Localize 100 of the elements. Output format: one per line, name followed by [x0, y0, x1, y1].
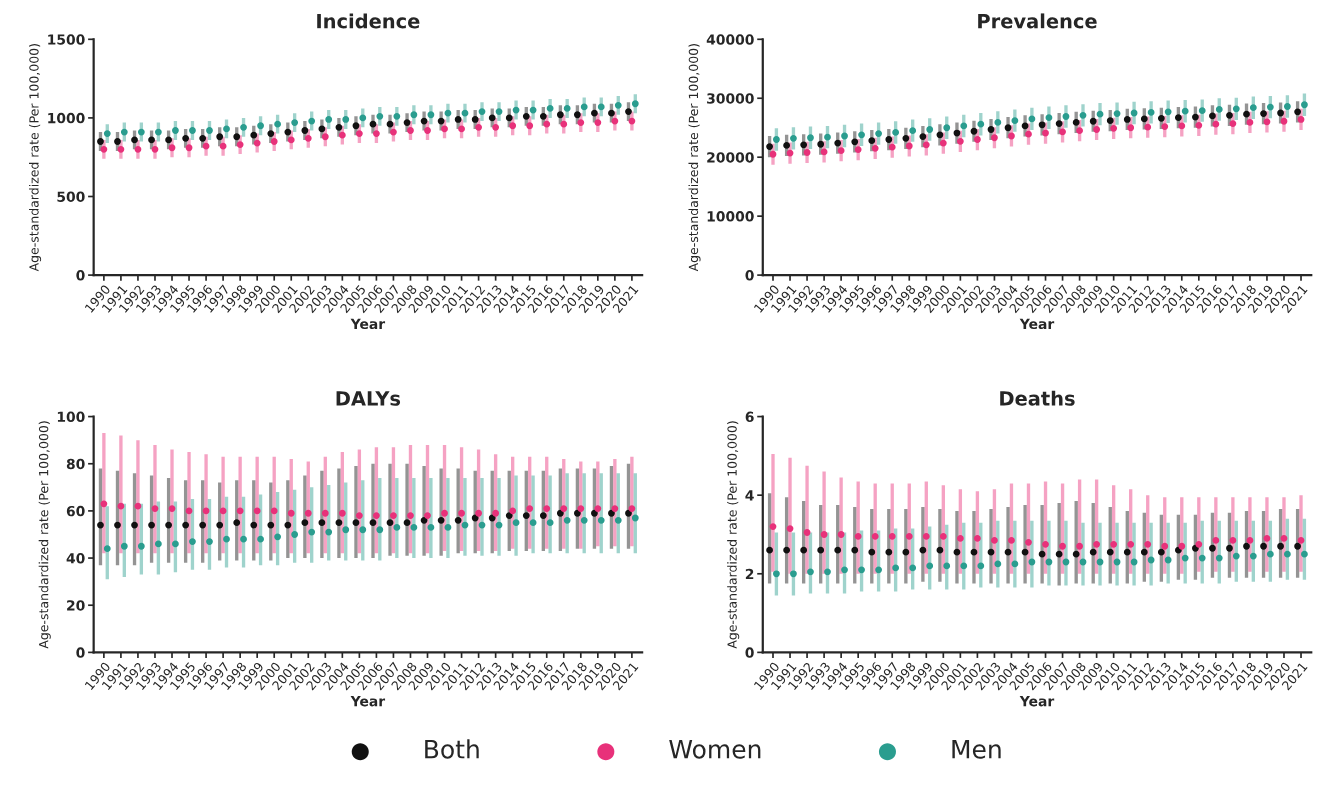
point: [168, 505, 176, 512]
point: [355, 512, 363, 520]
point: [888, 143, 896, 151]
point: [1025, 538, 1032, 546]
point: [1127, 540, 1135, 548]
point: [390, 128, 397, 136]
point: [151, 145, 159, 153]
point: [492, 123, 500, 131]
point: [475, 509, 482, 517]
point: [134, 145, 142, 153]
point: [1229, 536, 1237, 544]
point: [182, 134, 190, 142]
point: [1249, 552, 1257, 560]
point: [373, 130, 380, 138]
point: [475, 123, 482, 131]
point: [803, 149, 811, 156]
point: [871, 144, 879, 152]
point: [1147, 109, 1155, 116]
point: [168, 144, 176, 152]
point: [1181, 107, 1189, 115]
point: [837, 531, 845, 538]
point: [1301, 101, 1308, 109]
point: [492, 509, 500, 517]
point: [219, 507, 227, 515]
point: [1110, 540, 1118, 548]
point: [97, 138, 104, 145]
point: [546, 519, 554, 527]
point: [594, 505, 602, 512]
point: [458, 125, 465, 133]
point: [100, 145, 108, 153]
point: [373, 512, 380, 520]
point: [1212, 120, 1220, 128]
point: [1263, 118, 1271, 126]
point: [270, 507, 278, 515]
point: [939, 139, 947, 147]
point: [182, 521, 190, 529]
point: [580, 516, 588, 524]
point: [851, 138, 859, 146]
point: [577, 119, 585, 127]
point: [97, 521, 104, 529]
point: [1280, 117, 1288, 125]
point: [580, 103, 588, 111]
point: [1025, 130, 1032, 138]
point: [1263, 535, 1271, 542]
point: [1297, 116, 1305, 123]
point: [854, 146, 862, 153]
point: [390, 512, 397, 520]
point: [199, 134, 207, 142]
point: [458, 509, 465, 517]
point: [905, 533, 913, 540]
point: [1008, 132, 1015, 140]
point: [1059, 542, 1066, 550]
point: [304, 509, 312, 517]
point: [185, 144, 193, 152]
legend-label: Both: [425, 739, 479, 759]
point: [1093, 126, 1101, 133]
point: [766, 143, 773, 150]
point: [1246, 119, 1254, 126]
point: [766, 546, 773, 554]
point: [165, 521, 173, 529]
point: [114, 138, 121, 145]
point: [546, 105, 554, 112]
point: [800, 141, 808, 149]
point: [817, 546, 825, 554]
point: [834, 546, 842, 554]
point: [1076, 127, 1083, 135]
point: [318, 519, 326, 527]
point: [148, 136, 155, 144]
point: [338, 131, 346, 139]
point: [134, 502, 142, 510]
legend-label: Men: [952, 740, 1001, 759]
point: [820, 148, 828, 156]
point: [1127, 124, 1135, 132]
point: [973, 136, 981, 143]
point: [919, 133, 927, 140]
point: [922, 141, 930, 149]
point: [1195, 121, 1203, 129]
point: [1249, 104, 1257, 112]
point: [631, 514, 639, 522]
point: [783, 546, 791, 554]
point: [560, 120, 568, 128]
point: [1266, 550, 1274, 558]
point: [253, 139, 261, 147]
point: [1266, 103, 1274, 111]
point: [509, 122, 517, 130]
point: [1178, 122, 1186, 130]
point: [216, 521, 224, 529]
point: [424, 127, 431, 134]
point: [1144, 540, 1152, 548]
point: [253, 507, 261, 515]
point: [1042, 540, 1049, 548]
point: [114, 521, 121, 529]
point: [885, 136, 893, 143]
point: [338, 509, 346, 517]
point: [902, 134, 910, 142]
point: [1093, 540, 1101, 548]
point: [1008, 536, 1015, 544]
point: [117, 502, 125, 510]
point: [786, 525, 794, 532]
point: [902, 548, 910, 556]
